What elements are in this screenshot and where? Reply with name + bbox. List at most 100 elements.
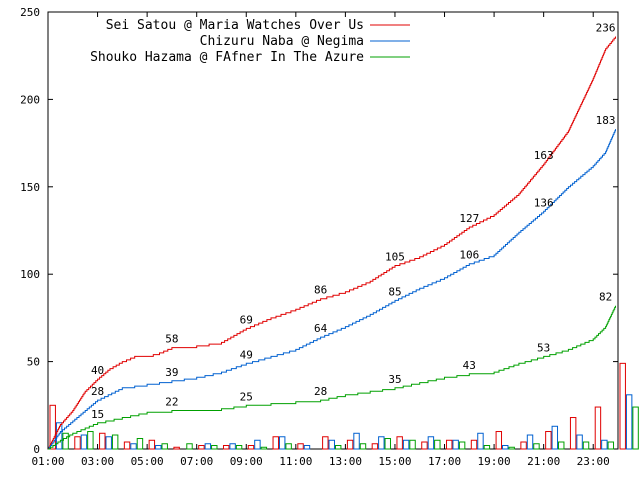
hourly-bar: [569, 417, 577, 450]
legend-label: Chizuru Naba @ Negima: [200, 34, 364, 49]
value-label: 15: [91, 408, 104, 421]
hourly-bar: [427, 436, 435, 450]
y-tick-label: 200: [20, 93, 40, 106]
value-label: 136: [534, 196, 554, 209]
hourly-bar: [378, 436, 385, 450]
hourly-bar: [508, 446, 515, 450]
hourly-bar: [235, 445, 243, 450]
value-label: 35: [388, 373, 401, 386]
value-label: 40: [91, 364, 104, 377]
hourly-bar: [328, 439, 335, 450]
hourly-bar: [55, 422, 63, 450]
cumulative-lines: [48, 36, 616, 450]
plot-frame: [47, 11, 619, 450]
hourly-bar: [452, 439, 459, 450]
y-tick-label: 250: [20, 6, 40, 19]
hourly-bar: [582, 441, 590, 450]
x-tick-label: 13:00: [329, 455, 362, 468]
hourly-bar: [619, 362, 626, 450]
hourly-bar: [346, 439, 354, 450]
x-tick-label: 05:00: [131, 455, 164, 468]
x-tick-label: 19:00: [478, 455, 511, 468]
hourly-bar: [105, 436, 112, 450]
hourly-bar: [334, 445, 342, 450]
hourly-bar: [520, 441, 527, 450]
hourly-bar: [558, 441, 565, 450]
value-label: 64: [314, 322, 328, 335]
hourly-bar: [211, 445, 218, 450]
hourly-bar: [87, 431, 94, 450]
hourly-bar: [247, 445, 255, 450]
hourly-bar: [49, 404, 56, 450]
hourly-bar: [222, 445, 230, 450]
hourly-bar: [477, 432, 484, 450]
value-label: 22: [165, 396, 178, 409]
value-label: 39: [165, 366, 178, 379]
value-label: 127: [459, 212, 479, 225]
value-label: 106: [459, 249, 479, 262]
hourly-bar: [322, 436, 329, 450]
hourly-bar: [260, 446, 268, 450]
y-tick-label: 100: [20, 268, 40, 281]
hourly-bar: [229, 443, 236, 450]
hourly-bar: [483, 445, 491, 450]
legend-label: Sei Satou @ Maria Watches Over Us: [106, 18, 364, 33]
hourly-bar: [625, 394, 633, 450]
hourly-bar: [421, 441, 428, 450]
value-label: 183: [596, 114, 616, 127]
hourly-bar: [402, 439, 410, 450]
hourly-bar: [470, 439, 478, 450]
hourly-bar: [601, 439, 608, 450]
value-label: 28: [314, 385, 327, 398]
hourly-bar: [278, 436, 286, 450]
hourly-bar: [80, 434, 88, 450]
value-label: 49: [240, 348, 253, 361]
hourly-bar: [161, 443, 168, 450]
value-label: 86: [314, 284, 327, 297]
x-tick-label: 11:00: [279, 455, 312, 468]
x-tick-label: 01:00: [31, 455, 64, 468]
value-label: 28: [91, 385, 104, 398]
series-line-1: [48, 129, 616, 450]
x-tick-label: 09:00: [230, 455, 263, 468]
hourly-bar: [136, 438, 144, 450]
hourly-bar: [297, 443, 304, 450]
hourly-bar: [359, 443, 367, 450]
x-tick-label: 03:00: [81, 455, 114, 468]
hourly-bar: [526, 434, 534, 450]
hourly-bar: [204, 443, 212, 450]
hourly-bar: [551, 425, 559, 450]
hourly-bar: [409, 439, 416, 450]
hourly-bar: [396, 436, 403, 450]
legend-label: Shouko Hazama @ FAfner In The Azure: [90, 50, 364, 65]
hourly-bar: [458, 441, 466, 450]
hourly-bar: [99, 432, 106, 450]
value-label: 58: [165, 333, 178, 346]
hourly-bar: [594, 406, 602, 450]
value-label: 53: [537, 341, 550, 354]
plot-axes: 0 50 100 150 200 250 01:00 03:00 05:00 07:00 09:00…: [20, 6, 619, 468]
x-tick-label: 15:00: [378, 455, 411, 468]
value-label: 105: [385, 250, 405, 263]
hourly-bar: [353, 432, 360, 450]
hourly-bar: [495, 431, 503, 450]
hourly-bar: [434, 439, 441, 450]
hourly-bar: [384, 438, 391, 450]
series-line-2: [48, 305, 616, 450]
hourly-bars: [49, 362, 639, 450]
hourly-bar: [533, 443, 540, 450]
x-tick-label: 21:00: [527, 455, 560, 468]
hourly-bar: [130, 443, 137, 450]
y-tick-label: 0: [33, 443, 40, 456]
hourly-bar: [272, 436, 279, 450]
hourly-bar: [62, 432, 69, 450]
hourly-bar: [446, 439, 453, 450]
value-label: 43: [463, 359, 476, 372]
hourly-bar: [502, 445, 509, 450]
value-label: 163: [534, 149, 554, 162]
hourly-bar: [173, 446, 180, 450]
hourly-bar: [303, 445, 311, 450]
hourly-bar: [111, 434, 119, 450]
hourly-bar: [123, 441, 131, 450]
